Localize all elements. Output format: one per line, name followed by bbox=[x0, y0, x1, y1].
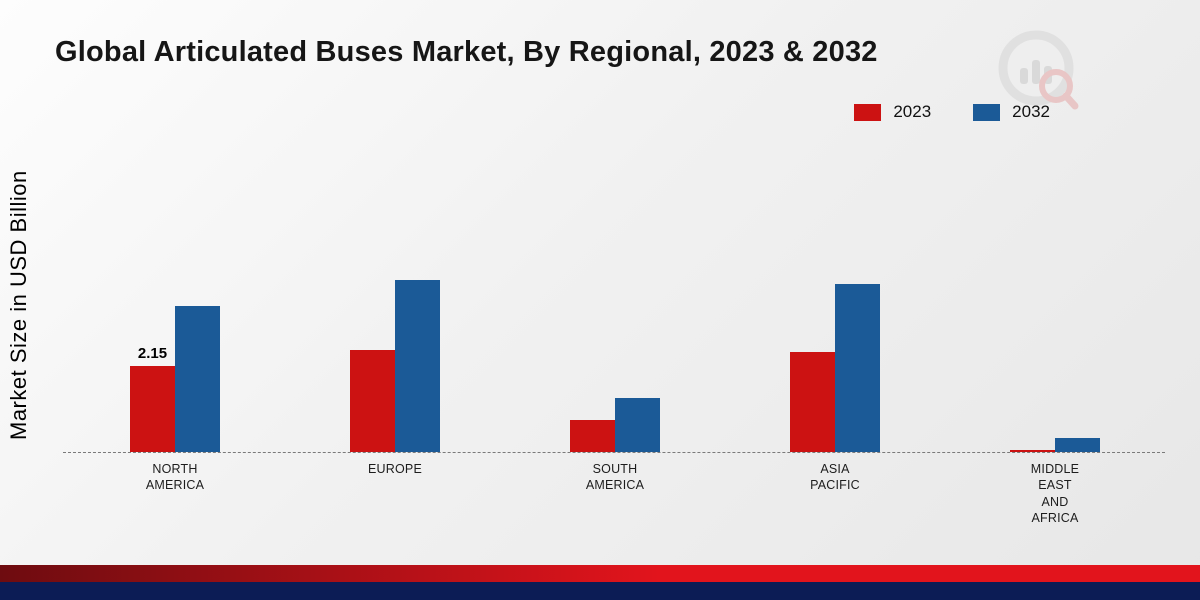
bar-2032-middle-east-and-africa bbox=[1055, 438, 1100, 452]
legend-label-2032: 2032 bbox=[1012, 102, 1050, 121]
market-research-logo-icon bbox=[996, 28, 1082, 119]
bar-2032-asia-pacific bbox=[835, 284, 880, 452]
legend: 2023 2032 bbox=[854, 102, 1050, 122]
bottom-red-strip bbox=[0, 565, 1200, 582]
bar-value-annotation: 2.15 bbox=[137, 345, 168, 362]
bar-2023-north-america bbox=[130, 366, 175, 452]
bar-2023-middle-east-and-africa bbox=[1010, 450, 1055, 452]
legend-swatch-2023 bbox=[854, 103, 882, 121]
bar-2023-europe bbox=[350, 350, 395, 452]
legend-item-2023: 2023 bbox=[854, 102, 931, 122]
bar-2032-south-america bbox=[615, 398, 660, 452]
category-label-asia-pacific: ASIA PACIFIC bbox=[810, 462, 860, 493]
bar-2032-north-america bbox=[175, 306, 220, 452]
category-label-south-america: SOUTH AMERICA bbox=[585, 462, 645, 493]
category-label-north-america: NORTH AMERICA bbox=[145, 462, 205, 493]
category-label-middle-east-and-africa: MIDDLE EAST AND AFRICA bbox=[1030, 462, 1080, 525]
category-label-europe: EUROPE bbox=[368, 462, 422, 476]
legend-item-2032: 2032 bbox=[973, 102, 1050, 122]
legend-label-2023: 2023 bbox=[893, 102, 932, 121]
legend-swatch-2032 bbox=[973, 103, 1001, 121]
bottom-navy-strip bbox=[0, 582, 1200, 600]
chart-title: Global Articulated Buses Market, By Regi… bbox=[55, 36, 878, 68]
zero-baseline bbox=[63, 452, 1165, 453]
bar-2023-asia-pacific bbox=[790, 352, 835, 452]
bar-2032-europe bbox=[395, 280, 440, 452]
bar-2023-south-america bbox=[570, 420, 615, 452]
